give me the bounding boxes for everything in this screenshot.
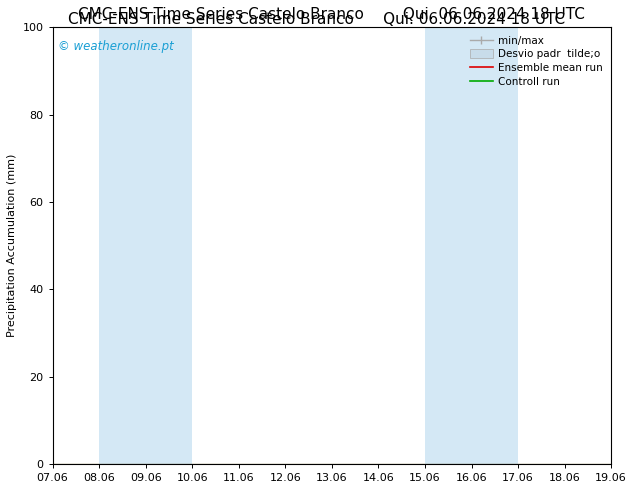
Bar xyxy=(425,27,518,464)
Text: © weatheronline.pt: © weatheronline.pt xyxy=(58,40,174,53)
Y-axis label: Precipitation Accumulation (mm): Precipitation Accumulation (mm) xyxy=(7,154,17,337)
Text: CMC-ENS Time Series Castelo Branco      Qui. 06.06.2024 18 UTC: CMC-ENS Time Series Castelo Branco Qui. … xyxy=(68,12,566,27)
Bar xyxy=(99,27,192,464)
Title: CMC-ENS Time Series Castelo Branco        Qui. 06.06.2024 18 UTC: CMC-ENS Time Series Castelo Branco Qui. … xyxy=(79,7,585,22)
Bar xyxy=(611,27,634,464)
Legend: min/max, Desvio padr  tilde;o, Ensemble mean run, Controll run: min/max, Desvio padr tilde;o, Ensemble m… xyxy=(467,32,606,90)
